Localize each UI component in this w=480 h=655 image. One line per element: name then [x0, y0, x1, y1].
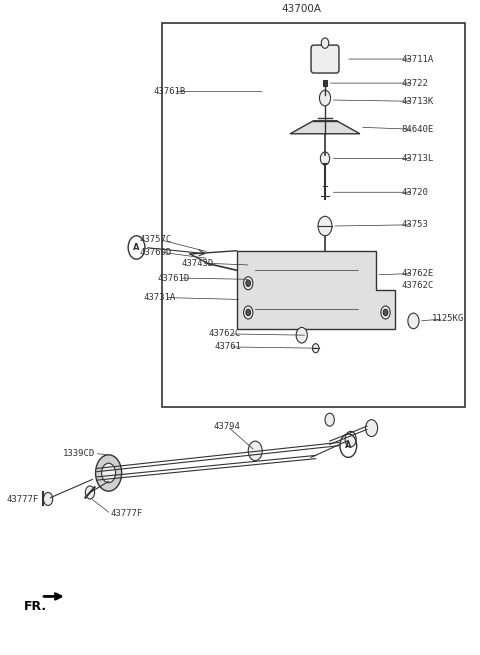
Circle shape [243, 306, 253, 319]
Text: 43753: 43753 [402, 220, 429, 229]
Circle shape [321, 38, 329, 48]
Circle shape [96, 455, 121, 491]
Text: 84640E: 84640E [402, 124, 434, 134]
Text: 43757C: 43757C [139, 235, 171, 244]
Text: 43762C: 43762C [402, 281, 434, 290]
Circle shape [296, 328, 307, 343]
Bar [323, 80, 327, 86]
Text: 43777F: 43777F [111, 510, 143, 518]
Circle shape [325, 413, 335, 426]
Circle shape [381, 306, 390, 319]
Polygon shape [290, 121, 360, 134]
Text: 43722: 43722 [402, 79, 429, 88]
Circle shape [312, 344, 319, 353]
Bar [162, 24, 465, 407]
Text: 43731A: 43731A [144, 293, 176, 302]
Text: 43743D: 43743D [181, 259, 213, 268]
Circle shape [408, 313, 419, 329]
Text: A: A [133, 243, 140, 252]
Circle shape [246, 280, 251, 286]
Circle shape [43, 493, 53, 506]
Text: 43760D: 43760D [139, 248, 171, 257]
Text: FR.: FR. [24, 601, 47, 613]
Text: 43762C: 43762C [209, 329, 241, 339]
Circle shape [246, 309, 251, 316]
Circle shape [383, 309, 388, 316]
Circle shape [365, 420, 378, 437]
Text: 1125KG: 1125KG [432, 314, 464, 324]
Text: 43713K: 43713K [402, 97, 434, 106]
FancyBboxPatch shape [311, 45, 339, 73]
Text: 43711A: 43711A [402, 54, 434, 64]
Text: 43761: 43761 [215, 343, 241, 352]
Circle shape [320, 152, 330, 165]
Text: 43720: 43720 [402, 188, 429, 196]
Text: 43761D: 43761D [158, 274, 190, 282]
Polygon shape [237, 251, 395, 329]
Circle shape [248, 441, 262, 460]
Text: 43777F: 43777F [7, 495, 39, 504]
Circle shape [85, 486, 95, 499]
Text: A: A [345, 441, 351, 450]
Circle shape [319, 90, 331, 106]
Circle shape [102, 463, 116, 483]
Text: 43794: 43794 [214, 422, 240, 431]
Circle shape [318, 216, 332, 236]
Text: 43762E: 43762E [402, 269, 434, 278]
Circle shape [243, 276, 253, 290]
Circle shape [345, 432, 356, 447]
Circle shape [299, 331, 305, 340]
Text: 43761B: 43761B [153, 87, 185, 96]
Text: 43700A: 43700A [282, 3, 322, 14]
Text: 1339CD: 1339CD [62, 449, 95, 458]
Text: 43713L: 43713L [402, 154, 434, 163]
